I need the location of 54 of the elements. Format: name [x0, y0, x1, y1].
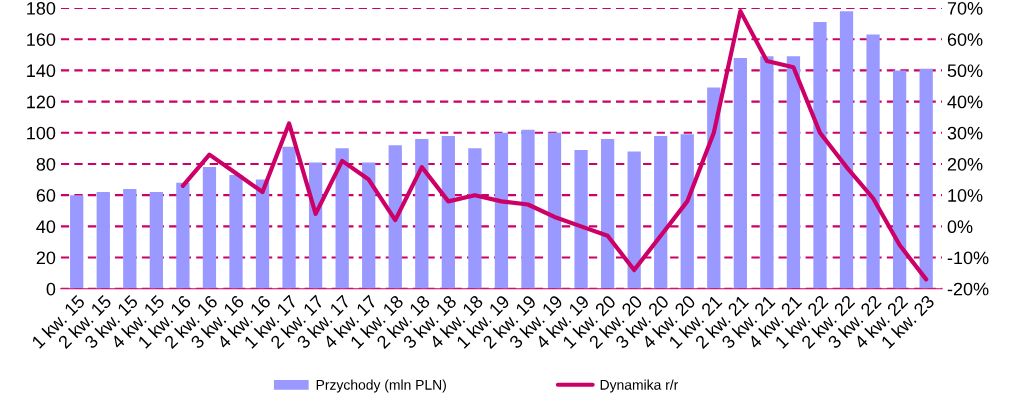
y2-tick-label: 50%: [947, 64, 983, 78]
bar: [866, 34, 880, 289]
bar: [733, 57, 747, 289]
y-tick-label: 140: [27, 64, 56, 78]
bar: [70, 195, 84, 289]
y2-tick-label: 30%: [947, 126, 983, 140]
bar: [441, 135, 455, 289]
bar: [335, 148, 349, 289]
bar: [494, 132, 509, 289]
bar: [654, 135, 668, 289]
legend-label: Dynamika r/r: [600, 379, 679, 393]
bar: [760, 56, 774, 289]
bar: [600, 139, 615, 289]
bar: [813, 22, 827, 289]
bar: [707, 87, 721, 289]
bar: [468, 148, 482, 289]
bar: [786, 56, 801, 289]
y2-tick-label: 70%: [947, 1, 983, 15]
legend-label: Przychody (mln PLN): [316, 379, 446, 393]
y-tick-label: 0: [46, 282, 56, 296]
bar: [680, 134, 694, 289]
y-tick-label: 180: [27, 1, 56, 15]
y-tick-label: 100: [27, 126, 56, 140]
bar: [123, 188, 137, 289]
y2-tick-label: 20%: [947, 157, 983, 171]
bar: [362, 162, 376, 289]
bar: [574, 149, 588, 289]
y2-tick-label: 0%: [947, 220, 973, 234]
y2-tick-label: -20%: [947, 282, 989, 296]
bar: [149, 192, 163, 289]
bar: [521, 129, 535, 289]
y-tick-label: 40: [36, 220, 56, 234]
bar: [415, 139, 429, 289]
y2-tick-label: 60%: [947, 33, 983, 46]
bar: [282, 146, 296, 289]
bar: [627, 151, 641, 289]
bar: [229, 174, 243, 289]
y-tick-label: 60: [36, 189, 56, 202]
bar: [839, 11, 854, 289]
y2-tick-label: -10%: [947, 251, 989, 265]
bar: [892, 70, 907, 289]
y2-tick-label: 40%: [947, 95, 983, 109]
bar: [176, 182, 190, 289]
bar: [919, 68, 933, 289]
y-tick-label: 20: [36, 251, 56, 265]
bar: [202, 167, 217, 289]
bar: [96, 192, 110, 289]
y-tick-label: 120: [27, 95, 56, 109]
bar: [388, 145, 402, 289]
y2-tick-label: 10%: [948, 189, 983, 202]
y-tick-label: 80: [36, 157, 56, 171]
y-tick-label: 160: [27, 33, 56, 46]
bar: [547, 132, 562, 289]
bar: [255, 179, 270, 289]
